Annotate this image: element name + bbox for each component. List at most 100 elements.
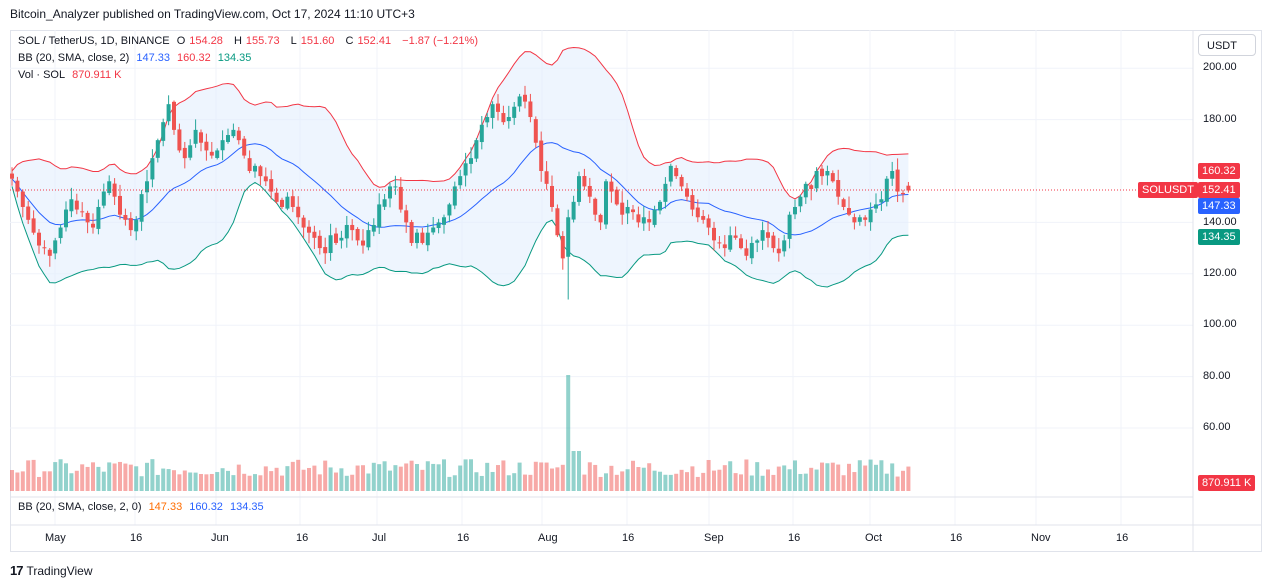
candle-body: [706, 218, 711, 228]
candle: [749, 236, 754, 265]
volume-bar: [193, 472, 198, 491]
candle-body: [350, 224, 355, 231]
candle: [890, 161, 895, 186]
bb-lower-line: [11, 181, 909, 288]
candle-body: [722, 244, 727, 249]
volume-bar: [447, 476, 452, 491]
volume-bar: [760, 475, 765, 491]
volume-bar: [609, 465, 614, 491]
volume-bar: [69, 473, 74, 491]
candle-body: [517, 96, 522, 107]
candle-body: [717, 242, 722, 244]
candle-body: [771, 235, 776, 249]
candle-body: [91, 223, 95, 228]
volume-bar: [874, 464, 878, 491]
volume-bar: [96, 466, 101, 491]
candle: [323, 237, 328, 264]
candle: [366, 221, 371, 251]
candle: [836, 169, 841, 205]
candle-body: [172, 101, 176, 130]
candle: [528, 93, 533, 123]
footer[interactable]: 17 TradingView: [10, 563, 93, 578]
candle-body: [766, 232, 770, 238]
legend-bb[interactable]: BB (20, SMA, close, 2) 147.33 160.32 134…: [18, 52, 252, 64]
volume-bar: [107, 462, 112, 491]
volume-bar: [571, 451, 576, 491]
candle: [571, 195, 576, 223]
candle-body: [582, 176, 587, 187]
volume-bar: [15, 472, 20, 491]
candle-body: [139, 194, 144, 222]
volume-bar: [820, 462, 824, 491]
candle-body: [361, 240, 365, 246]
candle: [188, 139, 193, 161]
candle: [274, 187, 279, 204]
candle: [182, 141, 187, 169]
volume-bar: [517, 462, 522, 491]
candle-body: [425, 232, 430, 246]
volume-bar: [652, 470, 657, 491]
legend-volume[interactable]: Vol · SOL 870.911 K: [18, 69, 122, 81]
currency-button[interactable]: USDT: [1198, 34, 1256, 56]
candle: [847, 196, 851, 217]
candle: [64, 201, 68, 232]
candle: [820, 164, 824, 185]
candle: [668, 163, 673, 187]
volume-bar: [901, 470, 905, 491]
volume-bar: [744, 459, 749, 491]
candle-body: [830, 173, 835, 182]
candle: [393, 175, 398, 195]
volume-bar: [479, 475, 484, 491]
volume-bar: [436, 464, 441, 491]
candle-body: [415, 232, 419, 244]
candle: [166, 95, 171, 126]
candle: [436, 218, 441, 234]
volume-bar: [771, 474, 776, 491]
volume-bar: [787, 469, 792, 491]
candle-body: [377, 204, 382, 228]
volume-bar: [128, 464, 133, 491]
candle-body: [847, 208, 851, 215]
volume-bar: [776, 466, 781, 491]
volume-bar: [64, 463, 68, 491]
candle-body: [539, 140, 544, 171]
volume-bar: [134, 466, 139, 491]
volume-bar: [604, 473, 608, 491]
candle-body: [409, 222, 414, 243]
candle-body: [344, 224, 349, 239]
candle: [355, 227, 360, 246]
candle: [690, 189, 695, 217]
volume-bar: [285, 466, 290, 491]
candle-body: [323, 247, 328, 254]
candle: [695, 199, 700, 223]
volume-bar: [118, 461, 122, 491]
time-axis-label: Oct: [865, 532, 883, 544]
volume-bar: [226, 470, 230, 491]
volume-bar: [361, 465, 365, 491]
candle-body: [242, 138, 247, 156]
volume-bar: [409, 460, 414, 491]
candle: [112, 178, 117, 205]
candle: [755, 238, 760, 253]
candle-body: [231, 129, 236, 137]
candle: [15, 176, 20, 198]
candle: [555, 204, 560, 238]
candle-body: [112, 183, 117, 197]
volume-bar: [188, 472, 193, 491]
volume-bar: [26, 460, 31, 491]
candle: [344, 215, 349, 248]
candle: [533, 116, 538, 148]
candle: [636, 206, 641, 228]
volume-bar: [161, 468, 166, 491]
candle-body: [177, 129, 182, 151]
bottom-legend-bb[interactable]: BB (20, SMA, close, 2, 0) 147.33 160.32 …: [18, 501, 264, 513]
volume-bar: [539, 462, 544, 491]
candle: [388, 182, 392, 208]
volume-bar: [798, 473, 803, 491]
volume-tag: 870.911 K: [1198, 475, 1256, 491]
candle-body: [798, 196, 803, 207]
candle-body: [906, 185, 911, 191]
volume-bar: [85, 466, 90, 491]
candle: [334, 227, 338, 246]
